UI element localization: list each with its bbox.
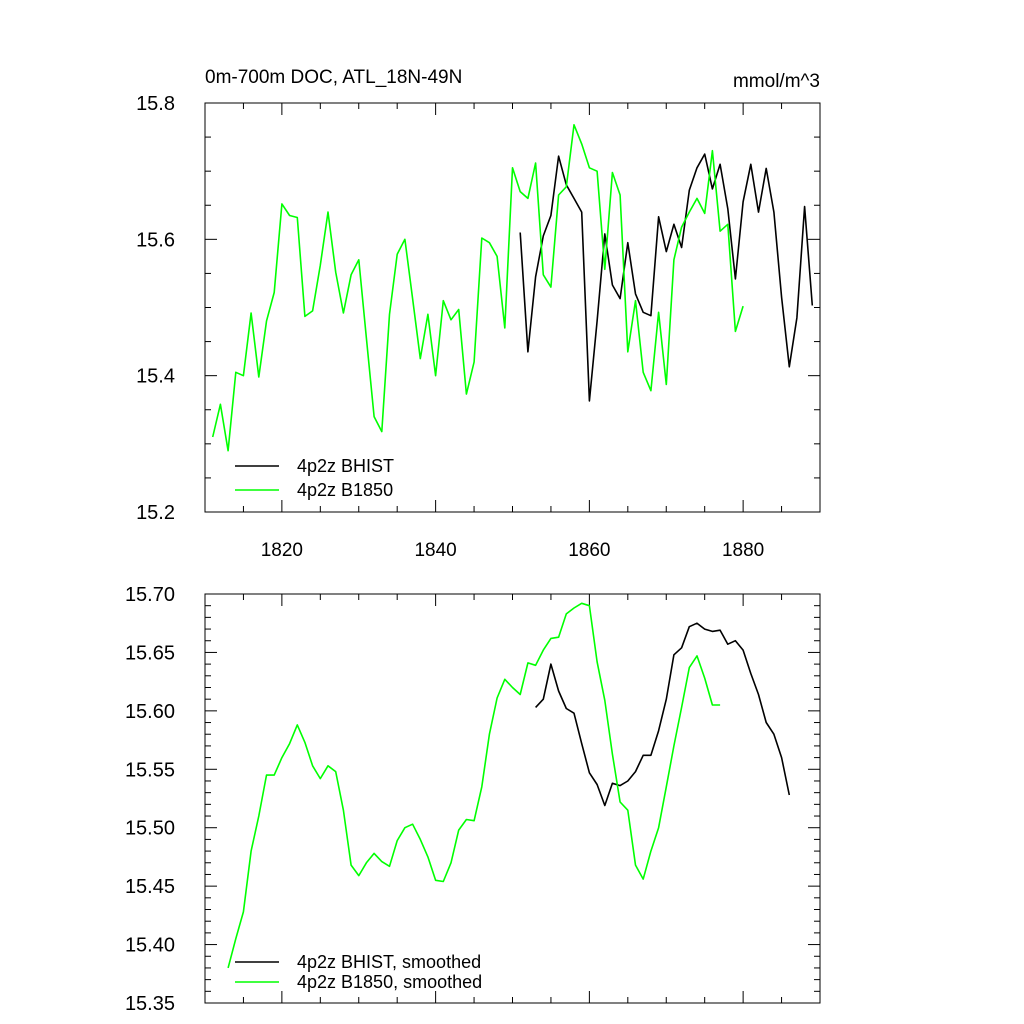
legend-label: 4p2z B1850, smoothed <box>297 972 482 992</box>
plot-frame <box>204 593 821 1004</box>
y-tick-label: 15.60 <box>125 701 175 723</box>
y-tick-label: 15.6 <box>136 229 175 251</box>
series-line-1 <box>535 622 791 807</box>
x-tick-label: 1820 <box>261 540 303 561</box>
series-line-2 <box>211 124 744 452</box>
plot-frame <box>204 102 821 513</box>
y-tick-label: 15.45 <box>125 876 175 898</box>
chart-panel-1: 1820 1840 1860 1880 15.2 15.4 15.6 15.8 0m-700m … <box>136 67 821 561</box>
y-tick-label: 15.2 <box>136 502 175 524</box>
legend-label: 4p2z B1850 <box>297 480 393 500</box>
y-tick-label: 15.65 <box>125 642 175 664</box>
y-tick-label: 15.40 <box>125 935 175 957</box>
x-tick-label: 1880 <box>722 540 764 561</box>
series-line-1 <box>519 153 814 402</box>
chart-title: 0m-700m DOC, ATL_18N-49N <box>205 67 462 88</box>
y-tick-label: 15.50 <box>125 818 175 840</box>
y-tick-label: 15.8 <box>136 93 175 115</box>
y-tick-label: 15.70 <box>125 584 175 606</box>
y-tick-label: 15.4 <box>136 366 175 388</box>
x-tick-label: 1860 <box>568 540 610 561</box>
legend-label: 4p2z BHIST <box>297 456 394 476</box>
units-label: mmol/m^3 <box>733 71 820 92</box>
series-line-2 <box>227 602 721 969</box>
y-tick-label: 15.35 <box>125 993 175 1015</box>
legend-label: 4p2z BHIST, smoothed <box>297 952 481 972</box>
x-tick-label: 1840 <box>414 540 456 561</box>
chart-panel-2: 15.35 15.40 15.45 15.50 15.55 15.60 15.65 15.70… <box>125 584 821 1015</box>
y-tick-label: 15.55 <box>125 759 175 781</box>
